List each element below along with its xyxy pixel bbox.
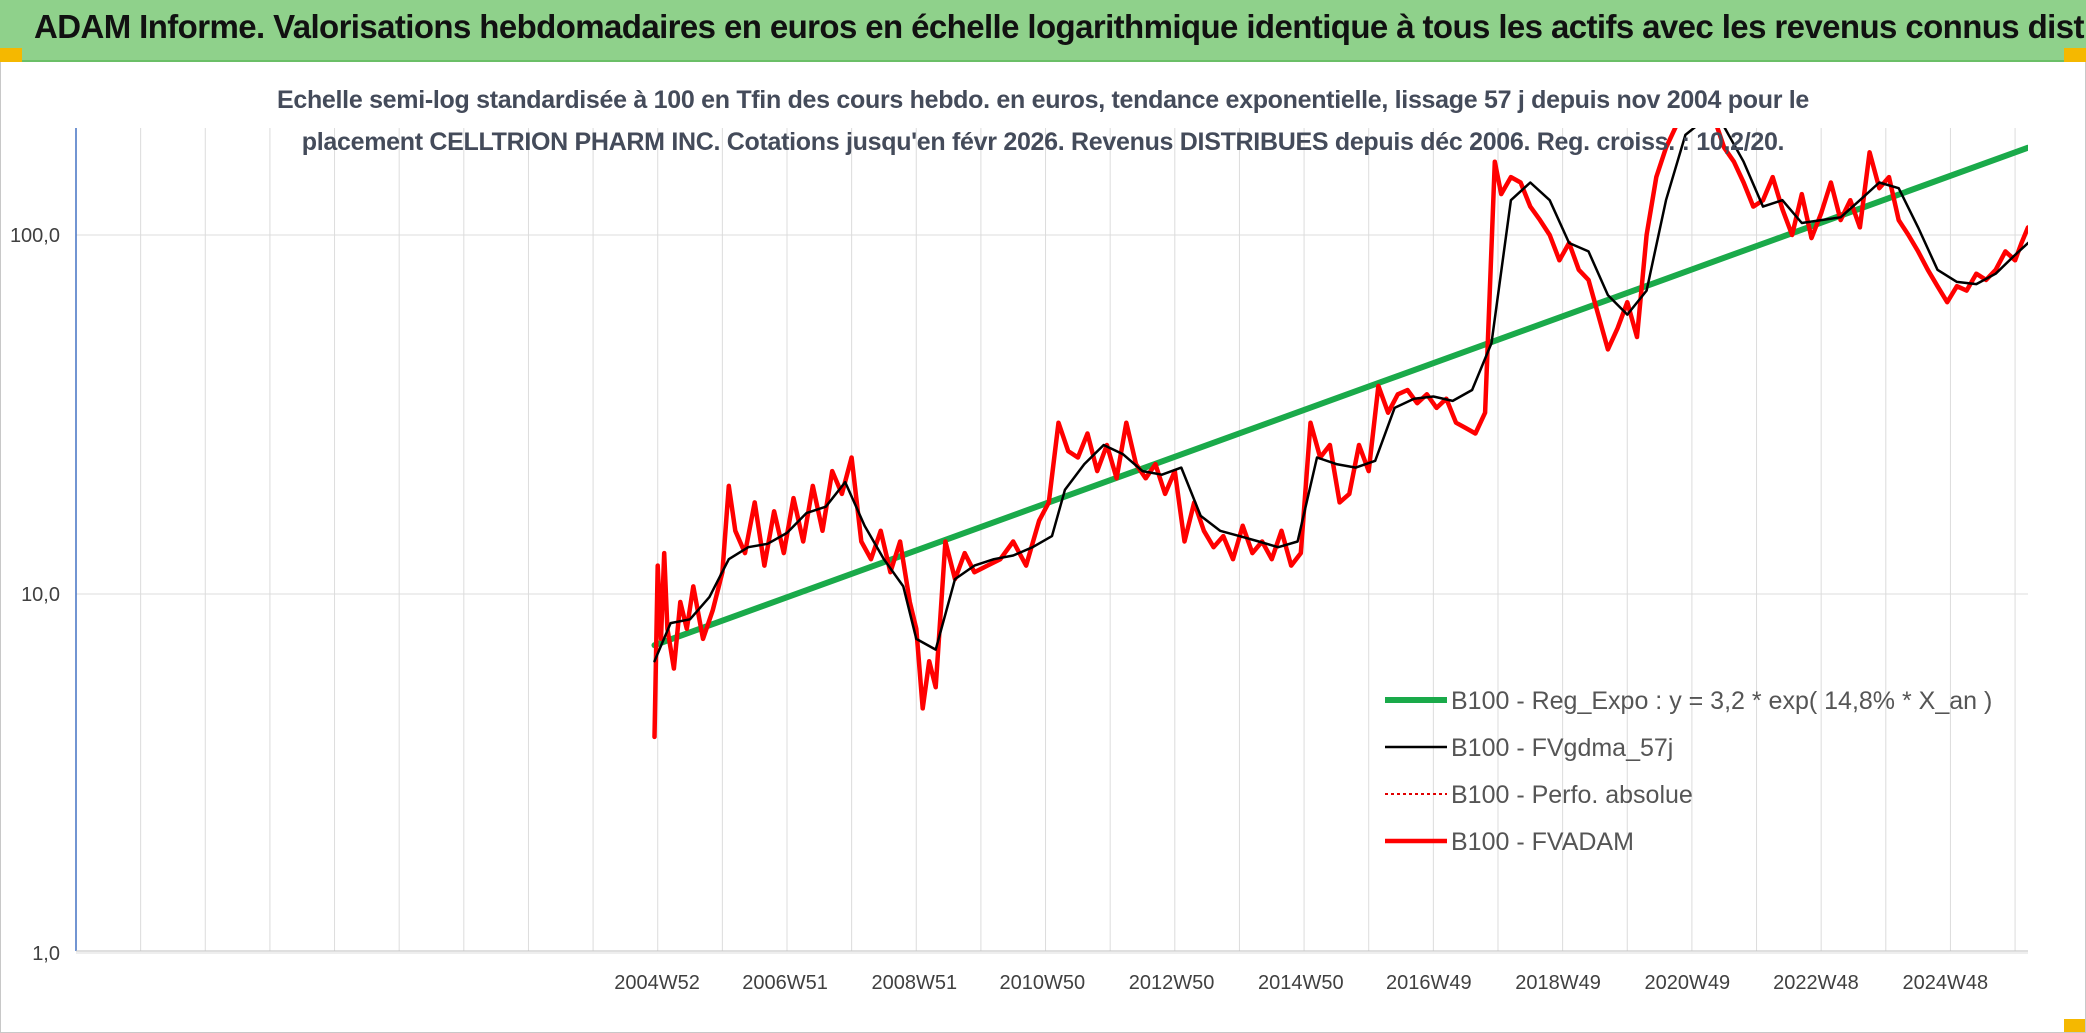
corner-marker-right	[2064, 48, 2086, 62]
legend-label-fvadam: B100 - FVADAM	[1451, 828, 1634, 856]
legend-label-perfo-absolue: B100 - Perfo. absolue	[1451, 781, 1693, 809]
axis-layer: 1,0 10,0 100,0 2004W52 2006W51 2008W51 2010W50…	[10, 128, 2028, 994]
series-reg-expo	[651, 144, 2028, 649]
legend-label-reg-expo: B100 - Reg_Expo : y = 3,2 * exp( 14,8% *…	[1451, 687, 1992, 715]
x-tick-label: 2018W49	[1515, 972, 1601, 994]
corner-marker-bottom-right	[2064, 1019, 2086, 1033]
y-tick-label: 1,0	[32, 943, 60, 965]
x-tick-label: 2006W51	[742, 972, 828, 994]
corner-marker-left	[0, 48, 22, 62]
series-fvadam	[652, 128, 2028, 740]
chart-title-line-2: placement CELLTRION PHARM INC. Cotations…	[301, 128, 1785, 156]
x-tick-label: 2020W49	[1645, 972, 1731, 994]
report-title: ADAM Informe. Valorisations hebdomadaire…	[34, 8, 2086, 45]
x-tick-label: 2022W48	[1773, 972, 1859, 994]
chart-title-line-1: Echelle semi-log standardisée à 100 en T…	[276, 86, 1810, 114]
y-tick-label: 10,0	[21, 584, 60, 606]
x-tick-label: 2024W48	[1902, 972, 1988, 994]
legend-label-fvgdma-57j: B100 - FVgdma_57j	[1451, 734, 1673, 762]
y-tick-label: 100,0	[10, 225, 60, 247]
x-tick-label: 2008W51	[872, 972, 958, 994]
series-fvgdma-57j	[653, 128, 2028, 663]
x-tick-label: 2010W50	[999, 972, 1085, 994]
series-layer	[651, 128, 2028, 740]
x-tick-label: 2014W50	[1258, 972, 1344, 994]
report-banner: ADAM Informe. Valorisations hebdomadaire…	[0, 0, 2086, 62]
x-tick-label: 2004W52	[614, 972, 700, 994]
legend: B100 - Reg_Expo : y = 3,2 * exp( 14,8% *…	[1385, 687, 1992, 856]
x-tick-label: 2012W50	[1129, 972, 1215, 994]
x-tick-label: 2016W49	[1386, 972, 1472, 994]
